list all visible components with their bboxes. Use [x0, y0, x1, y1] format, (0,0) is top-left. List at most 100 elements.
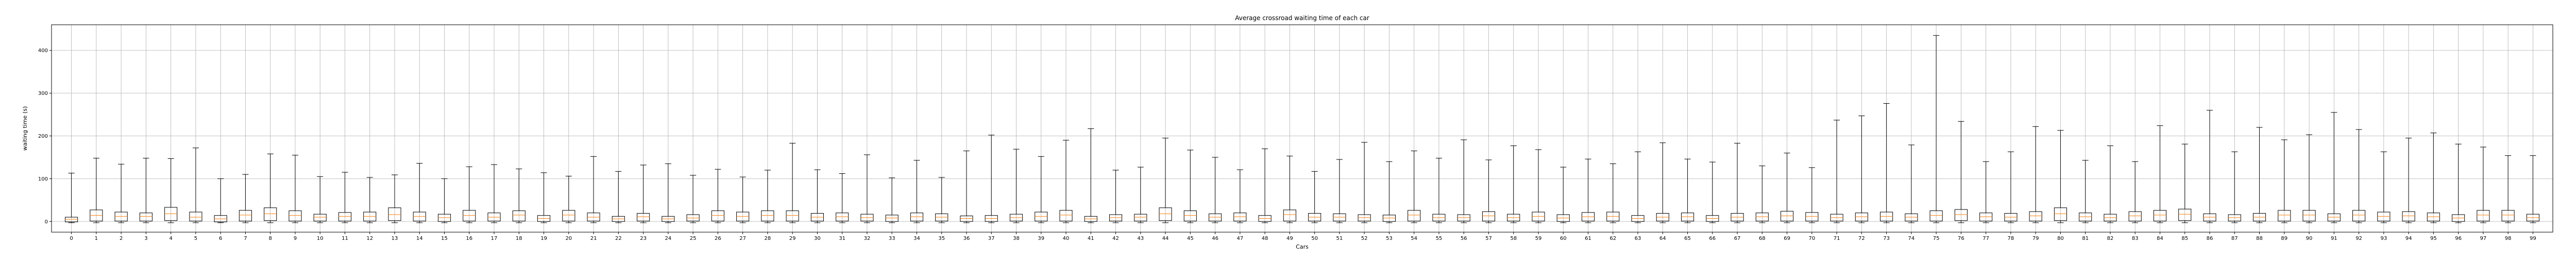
box-item — [935, 177, 948, 223]
box-item — [2278, 139, 2291, 223]
box-item — [1308, 171, 1321, 223]
box-item — [1979, 161, 1993, 223]
x-tick-label: 47 — [1236, 236, 1243, 241]
x-tick-label: 92 — [2355, 236, 2362, 241]
x-tick-label: 8 — [269, 236, 272, 241]
plot-frame — [51, 24, 2553, 233]
x-tick-label: 11 — [342, 236, 348, 241]
x-tick-label: 97 — [2480, 236, 2487, 241]
x-tick-label: 93 — [2380, 236, 2387, 241]
x-tick-label: 89 — [2281, 236, 2287, 241]
y-tick-label: 100 — [38, 176, 48, 182]
x-tick-label: 35 — [938, 236, 945, 241]
x-tick-label: 29 — [789, 236, 796, 241]
box-item — [885, 177, 899, 223]
box-item — [662, 163, 675, 223]
iqr-box — [2501, 210, 2515, 221]
x-tick-label: 78 — [2008, 236, 2014, 241]
box-item — [2104, 145, 2117, 223]
box-item — [214, 178, 227, 223]
x-tick-label: 39 — [1038, 236, 1044, 241]
iqr-box — [2402, 211, 2415, 221]
box-item — [1905, 144, 1918, 223]
x-tick-label: 76 — [1958, 236, 1964, 241]
x-tick-label: 86 — [2207, 236, 2213, 241]
iqr-box — [239, 210, 252, 221]
x-tick-label: 55 — [1436, 236, 1443, 241]
x-tick-label: 44 — [1162, 236, 1169, 241]
box-item — [2203, 110, 2216, 223]
x-tick-label: 72 — [1858, 236, 1865, 241]
box-item — [1159, 138, 1172, 223]
iqr-box — [2128, 211, 2142, 221]
x-tick-label: 9 — [294, 236, 297, 241]
x-tick-label: 13 — [392, 236, 398, 241]
x-tick-label: 91 — [2331, 236, 2337, 241]
iqr-box — [388, 207, 401, 221]
iqr-box — [139, 213, 152, 221]
iqr-box — [2178, 208, 2192, 221]
x-tick-label: 40 — [1063, 236, 1070, 241]
x-tick-label: 36 — [963, 236, 970, 241]
box-item — [1059, 140, 1073, 223]
x-tick-label: 88 — [2256, 236, 2263, 241]
box-item — [1556, 167, 1570, 223]
box-item — [711, 169, 724, 223]
box-item — [1084, 128, 1097, 223]
iqr-box — [1059, 210, 1073, 221]
box-item — [1781, 153, 1794, 223]
box-item — [1209, 157, 1222, 223]
iqr-box — [2352, 210, 2366, 221]
iqr-box — [338, 212, 352, 221]
box-item — [487, 164, 501, 223]
y-tick-label: 0 — [45, 219, 48, 225]
y-tick-label: 400 — [38, 48, 48, 54]
box-item — [239, 174, 252, 223]
x-tick-label: 84 — [2157, 236, 2163, 241]
x-tick-label: 30 — [814, 236, 821, 241]
box-item — [1606, 163, 1620, 223]
x-tick-label: 51 — [1336, 236, 1343, 241]
box-item — [114, 164, 128, 223]
x-tick-label: 62 — [1609, 236, 1616, 241]
x-tick-label: 95 — [2430, 236, 2437, 241]
box-item — [363, 177, 377, 223]
x-tick-label: 87 — [2231, 236, 2238, 241]
box-item — [264, 153, 277, 223]
box-item — [2402, 138, 2415, 223]
x-tick-label: 67 — [1734, 236, 1741, 241]
box-item — [860, 154, 874, 223]
box-item — [985, 135, 998, 223]
box-item — [1233, 169, 1247, 223]
x-tick-label: 73 — [1883, 236, 1890, 241]
box-item — [2079, 160, 2092, 223]
x-tick-label: 19 — [540, 236, 547, 241]
box-item — [736, 176, 750, 223]
iqr-box — [1183, 210, 1197, 221]
iqr-box — [313, 214, 327, 221]
chart-title: Average crossroad waiting time of each c… — [1235, 14, 1369, 22]
box-item — [2228, 151, 2241, 223]
iqr-box — [1929, 210, 1943, 221]
box-item — [388, 174, 401, 223]
box-item — [2029, 126, 2042, 223]
x-tick-label: 61 — [1585, 236, 1591, 241]
x-tick-label: 46 — [1212, 236, 1218, 241]
box-item — [2352, 129, 2366, 223]
x-tick-label: 43 — [1137, 236, 1144, 241]
box-item — [1035, 156, 1048, 223]
box-item — [1432, 158, 1446, 223]
x-tick-label: 74 — [1908, 236, 1915, 241]
x-tick-label: 15 — [441, 236, 448, 241]
iqr-box — [786, 210, 799, 221]
x-tick-label: 22 — [615, 236, 622, 241]
box-item — [1333, 159, 1346, 223]
box-item — [2252, 127, 2266, 223]
box-item — [2477, 147, 2490, 223]
box-item — [637, 165, 650, 223]
x-tick-label: 96 — [2455, 236, 2462, 241]
x-tick-label: 41 — [1088, 236, 1094, 241]
box-item — [1382, 161, 1396, 223]
box-item — [164, 158, 178, 223]
